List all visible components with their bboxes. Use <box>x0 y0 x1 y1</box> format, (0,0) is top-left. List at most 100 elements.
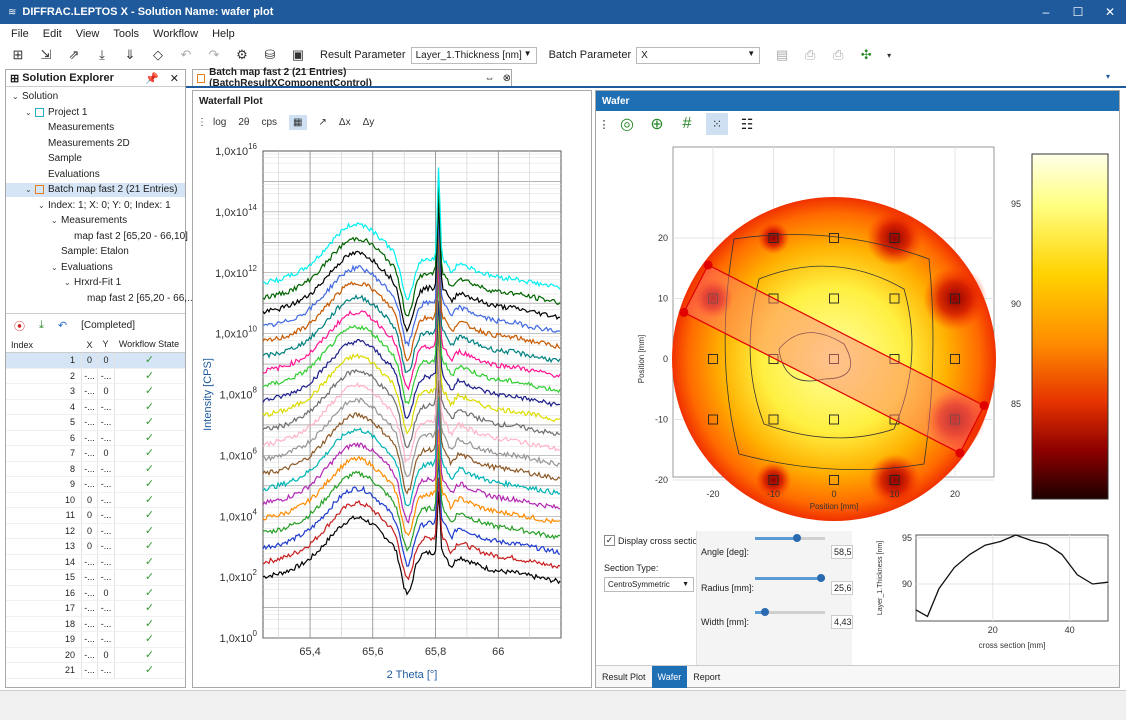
table-row[interactable]: 15 -... -... ✓ <box>6 570 185 586</box>
download-icon[interactable]: ⤓ <box>99 47 105 62</box>
table-icon[interactable]: ▣ <box>291 47 305 62</box>
grid-button[interactable]: ▦ <box>289 114 307 130</box>
log-scale-button[interactable]: log <box>213 116 227 128</box>
grid-icon[interactable]: # <box>682 115 692 132</box>
radius-input[interactable]: 25,6 <box>831 581 853 595</box>
tree-node[interactable]: ⌄ Hrxrd-Fit 1 <box>64 277 121 288</box>
tab-report[interactable]: Report <box>693 671 721 682</box>
table-row[interactable]: 21 -... -... ✓ <box>6 663 185 679</box>
plugin-icon[interactable]: ✣ <box>860 47 872 62</box>
minimize-button[interactable]: – <box>1042 5 1050 19</box>
table-row[interactable]: 5 -... -... ✓ <box>6 415 185 431</box>
tree-node[interactable]: ⌄ Batch map fast 2 (21 Entries) <box>25 184 178 195</box>
table-row[interactable]: 14 -... -... ✓ <box>6 554 185 570</box>
layers-icon[interactable]: ☷ <box>740 115 754 132</box>
expander-icon[interactable]: ⌄ <box>25 107 32 117</box>
table-row[interactable]: 3 -... 0 ✓ <box>6 384 185 400</box>
pin-icon[interactable]: ⇔ <box>484 72 495 84</box>
points-icon[interactable]: ⁙ <box>706 113 728 135</box>
waterfall-chart[interactable]: 65,4 65,6 65,8 66 1,0x100 1,0x102 1,0x104 1,0x1… <box>193 133 591 687</box>
tree-node[interactable]: Sample <box>38 153 82 164</box>
new-icon[interactable]: ⊞ <box>12 47 24 62</box>
print-icon[interactable]: ⎙ <box>804 47 816 62</box>
overflow-icon[interactable]: ▾ <box>887 50 892 60</box>
close-icon[interactable]: ✕ <box>169 72 179 85</box>
expander-icon[interactable]: ⌄ <box>12 92 19 101</box>
table-row[interactable]: 4 -... -... ✓ <box>6 399 185 415</box>
cps-button[interactable]: cps <box>261 116 278 128</box>
column-y[interactable]: Y <box>102 339 109 349</box>
print-setup-icon[interactable]: ⎙ <box>832 47 844 62</box>
width-slider-thumb[interactable] <box>761 608 769 616</box>
menu-workflow[interactable]: Workflow <box>153 28 199 40</box>
document-tab[interactable]: Batch map fast 2 (21 Entries) (BatchResu… <box>192 67 512 89</box>
maximize-button[interactable]: ☐ <box>1072 5 1084 19</box>
table-row[interactable]: 6 -... -... ✓ <box>6 430 185 446</box>
zoom-button[interactable]: ↗ <box>318 116 327 128</box>
table-row[interactable]: 10 0 -... ✓ <box>6 492 185 508</box>
tree-node[interactable]: ⌄ Project 1 <box>25 107 87 118</box>
column-workflow-state[interactable]: Workflow State <box>118 339 180 349</box>
wafer-outline-icon[interactable]: ◎ <box>620 116 634 133</box>
pin-icon[interactable]: 📌 <box>145 72 159 85</box>
delta-y-button[interactable]: Δy <box>362 116 375 128</box>
tree-node[interactable]: ⌄ Solution <box>12 91 58 102</box>
tab-overflow-icon[interactable]: ▾ <box>1106 72 1111 81</box>
angle-slider-thumb[interactable] <box>793 534 801 542</box>
redo-icon[interactable]: ↷ <box>208 47 220 62</box>
table-row[interactable]: 13 0 -... ✓ <box>6 539 185 555</box>
two-theta-button[interactable]: 2θ <box>238 116 250 128</box>
export-icon[interactable]: ⇗ <box>68 47 80 62</box>
table-row[interactable]: 18 -... -... ✓ <box>6 616 185 632</box>
menu-view[interactable]: View <box>75 28 100 40</box>
tree-node[interactable]: Measurements <box>38 122 114 133</box>
wafer-map[interactable]: -20 -10 0 10 20 20 10 0 -10 -20 Position [mm] Posit… <box>596 137 1119 557</box>
tree-node[interactable]: map fast 2 [65,20 - 66,10] <box>64 231 188 242</box>
record-icon[interactable]: ⦿ <box>14 320 25 333</box>
angle-input[interactable]: 58,5 <box>831 545 853 559</box>
width-slider-track[interactable] <box>755 608 825 616</box>
table-row[interactable]: 20 -... 0 ✓ <box>6 647 185 663</box>
result-parameter-select[interactable]: Layer_1.Thickness [nm] ▼ <box>410 46 537 64</box>
expander-icon[interactable]: ⌄ <box>51 262 58 272</box>
expander-icon[interactable]: ⌄ <box>38 200 45 210</box>
display-cross-section-checkbox[interactable]: ✓ Display cross section <box>604 535 703 546</box>
radius-slider-thumb[interactable] <box>817 574 825 582</box>
table-row[interactable]: 7 -... 0 ✓ <box>6 446 185 462</box>
undo-icon[interactable]: ↶ <box>180 47 192 62</box>
expander-icon[interactable]: ⌄ <box>64 278 71 287</box>
eraser-icon[interactable]: ◇ <box>153 47 163 62</box>
expander-icon[interactable]: ⌄ <box>51 216 58 225</box>
tree-node[interactable]: ⌄ Index: 1; X: 0; Y: 0; Index: 1 <box>38 200 171 211</box>
width-input[interactable]: 4,43 <box>831 615 853 629</box>
batch-parameter-select[interactable]: X ▼ <box>636 46 761 64</box>
tab-wafer[interactable]: Wafer <box>651 665 688 688</box>
table-row[interactable]: 9 -... -... ✓ <box>6 477 185 493</box>
add-icon[interactable]: ⇲ <box>40 47 52 62</box>
download-green-icon[interactable]: ⤓ <box>39 319 44 331</box>
menu-tools[interactable]: Tools <box>113 28 140 40</box>
column-index[interactable]: Index <box>11 339 34 350</box>
tree-node[interactable]: ⌄ Evaluations <box>51 262 113 273</box>
tree-node[interactable]: Sample: Etalon <box>51 246 129 257</box>
radius-slider-track[interactable] <box>755 574 825 582</box>
tree-node[interactable]: map fast 2 [65,20 - 66,... <box>77 293 195 304</box>
close-icon[interactable]: ⊗ <box>502 72 511 84</box>
menu-file[interactable]: File <box>11 28 29 40</box>
section-type-select[interactable]: CentroSymmetric ▼ <box>604 577 694 592</box>
expander-icon[interactable]: ⌄ <box>25 185 32 194</box>
delta-x-button[interactable]: Δx <box>338 116 351 128</box>
close-button[interactable]: ✕ <box>1104 5 1116 19</box>
table-row[interactable]: 12 0 -... ✓ <box>6 523 185 539</box>
table-row[interactable]: 11 0 -... ✓ <box>6 508 185 524</box>
tree-node[interactable]: Measurements 2D <box>38 138 130 149</box>
gear-icon[interactable]: ⚙ <box>236 47 248 62</box>
cross-section-chart[interactable]: 20 40 95 90 cross section [mm] Layer_1.Thickn… <box>868 529 1116 663</box>
import-icon[interactable]: ⇓ <box>124 47 136 62</box>
reload-icon[interactable]: ↶ <box>57 320 68 332</box>
column-x[interactable]: X <box>86 339 93 350</box>
wafer-fill-icon[interactable]: ⊕ <box>650 116 664 133</box>
table-row[interactable]: 17 -... -... ✓ <box>6 601 185 617</box>
angle-slider-track[interactable] <box>755 534 825 542</box>
table-row[interactable]: 16 -... 0 ✓ <box>6 585 185 601</box>
